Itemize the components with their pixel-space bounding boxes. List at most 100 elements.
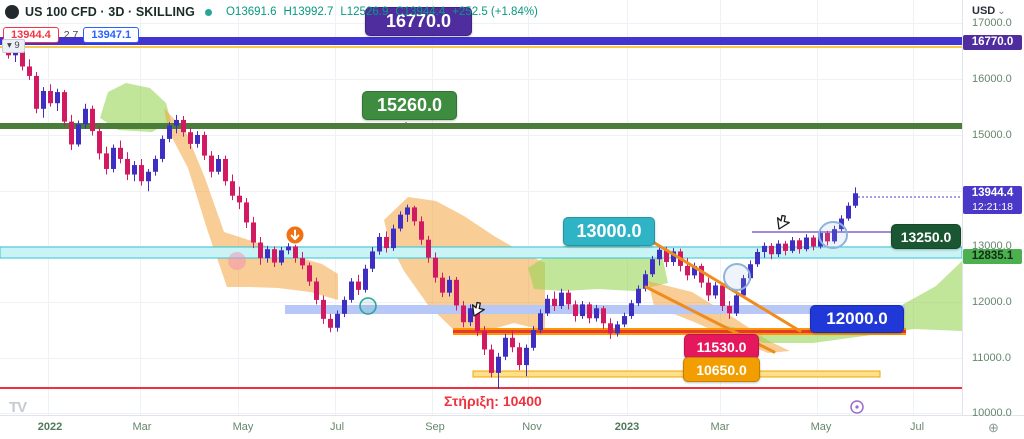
cursor-pointer-icon bbox=[776, 214, 790, 230]
candle-body bbox=[377, 236, 382, 252]
zone-10650[interactable] bbox=[472, 370, 881, 378]
candle-body bbox=[503, 337, 508, 357]
candle-body bbox=[741, 278, 746, 296]
level-box-10650[interactable]: 10650.0 bbox=[683, 357, 760, 382]
support-line-10400[interactable] bbox=[0, 387, 962, 389]
candle-body bbox=[671, 251, 676, 263]
candle-body bbox=[307, 265, 312, 282]
candle-body bbox=[419, 221, 424, 240]
candle-body bbox=[41, 90, 46, 109]
candle-body bbox=[251, 222, 256, 243]
level-box-13250[interactable]: 13250.0 bbox=[891, 224, 961, 249]
candle-body bbox=[139, 165, 144, 182]
indicator-tag[interactable]: ▾ 9 bbox=[2, 39, 25, 53]
highlight-ellipse[interactable] bbox=[723, 263, 751, 291]
candle-body bbox=[34, 75, 39, 109]
candle-body bbox=[608, 323, 613, 334]
candle-body bbox=[433, 257, 438, 278]
highlight-circle[interactable] bbox=[228, 252, 246, 270]
candle-body bbox=[342, 299, 347, 314]
candle-body bbox=[265, 249, 270, 259]
candle-body bbox=[489, 349, 494, 373]
candle-body bbox=[20, 48, 25, 67]
candle-body bbox=[685, 265, 690, 276]
candle-body bbox=[258, 242, 263, 259]
ichimoku-cloud-green bbox=[100, 83, 171, 132]
price-scale-separator bbox=[962, 0, 963, 415]
candle-body bbox=[118, 147, 123, 159]
y-axis-tick: 10000.0 bbox=[972, 407, 1012, 419]
chevron-down-icon: ⌄ bbox=[997, 6, 1006, 17]
candle-body bbox=[748, 264, 753, 279]
candle-body bbox=[356, 281, 361, 290]
tradingview-watermark-logo[interactable]: TV bbox=[9, 399, 27, 416]
axis-label-last-price[interactable]: 13944.4 12:21:18 bbox=[963, 186, 1022, 214]
candle-body bbox=[769, 245, 774, 255]
candle-body bbox=[461, 305, 466, 323]
price-scale-currency[interactable]: USD ⌄ bbox=[972, 5, 1006, 17]
candle-body bbox=[104, 153, 109, 169]
down-arrow-glyph bbox=[290, 229, 300, 241]
candle-body bbox=[160, 138, 165, 159]
candle-body bbox=[615, 324, 620, 334]
candle-body bbox=[405, 207, 410, 215]
level-box-13000[interactable]: 13000.0 bbox=[563, 217, 655, 246]
highlight-circle[interactable] bbox=[359, 297, 377, 315]
candle-body bbox=[279, 250, 284, 263]
candle-body bbox=[223, 158, 228, 182]
y-axis-tick: 16000.0 bbox=[972, 73, 1012, 85]
candle-body bbox=[293, 246, 298, 259]
candle-body bbox=[370, 251, 375, 269]
yellow-line-top[interactable] bbox=[0, 46, 962, 48]
candle-body bbox=[790, 240, 795, 251]
candle-body bbox=[132, 165, 137, 175]
highlight-ellipse[interactable] bbox=[818, 221, 848, 249]
x-axis-tick: Mar bbox=[132, 421, 152, 433]
candle-body bbox=[538, 313, 543, 330]
channel-upper[interactable] bbox=[651, 240, 802, 333]
candle-body bbox=[27, 66, 32, 76]
level-box-16770[interactable]: 16770.0 bbox=[365, 7, 472, 36]
high-value: H13992.7 bbox=[283, 6, 334, 18]
y-axis-tick: 15000.0 bbox=[972, 129, 1012, 141]
buy-ask-button[interactable]: 13947.1 bbox=[83, 27, 140, 43]
market-status-dot-icon bbox=[204, 8, 212, 16]
level-box-15260[interactable]: 15260.0 bbox=[362, 91, 457, 120]
candle-body bbox=[363, 268, 368, 290]
candle-body bbox=[188, 132, 193, 144]
resistance-line-16770[interactable] bbox=[0, 37, 962, 45]
candle-body bbox=[300, 258, 305, 266]
support-note-text[interactable]: Στήριξη: 10400 bbox=[444, 393, 542, 409]
candle-body bbox=[811, 237, 816, 247]
x-axis-tick: May bbox=[232, 421, 254, 433]
line-11530-red[interactable] bbox=[453, 330, 906, 333]
axis-label-12835[interactable]: 12835.1 bbox=[963, 249, 1022, 264]
cursor-pointer-icon bbox=[471, 301, 485, 317]
level-box-11530[interactable]: 11530.0 bbox=[684, 334, 759, 359]
candle-body bbox=[783, 243, 788, 251]
candle-body bbox=[734, 295, 739, 314]
candle-body bbox=[587, 304, 592, 319]
level-box-12000[interactable]: 12000.0 bbox=[810, 305, 904, 333]
symbol-title[interactable]: US 100 CFD · 3D · SKILLING bbox=[25, 5, 195, 19]
y-axis-tick: 12000.0 bbox=[972, 296, 1012, 308]
candle-body bbox=[412, 207, 417, 222]
x-axis-tick: 2023 bbox=[614, 421, 640, 433]
candle-body bbox=[636, 288, 641, 304]
candle-body bbox=[524, 347, 529, 366]
candle-body bbox=[692, 265, 697, 276]
resistance-line-15260[interactable] bbox=[0, 123, 962, 129]
spread-value: 2.7 bbox=[63, 29, 79, 41]
x-axis-tick: Jul bbox=[909, 421, 925, 433]
candle-body bbox=[720, 285, 725, 307]
axis-label-16770[interactable]: 16770.0 bbox=[963, 35, 1022, 50]
candle-body bbox=[426, 239, 431, 258]
x-axis-tick: 2022 bbox=[37, 421, 63, 433]
candle-body bbox=[209, 155, 214, 172]
zone-13000-12835[interactable] bbox=[0, 246, 963, 259]
candle-body bbox=[594, 308, 599, 319]
chart-legend: US 100 CFD · 3D · SKILLING O13691.6 H139… bbox=[5, 5, 538, 19]
line-13250[interactable] bbox=[752, 231, 891, 233]
timescale-plus-icon[interactable]: ⊕ bbox=[988, 420, 999, 435]
